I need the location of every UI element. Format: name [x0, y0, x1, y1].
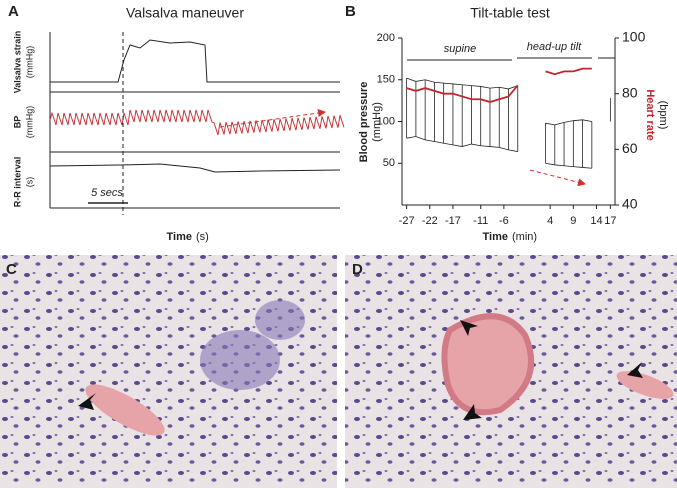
systolic-line	[545, 119, 592, 126]
x-tick-label: -11	[473, 215, 488, 227]
heart-rate-line	[545, 67, 592, 76]
phase-label: supine	[444, 43, 476, 55]
y2-tick-label: 100	[622, 29, 646, 45]
axis-label: BP	[12, 116, 22, 129]
x-tick-label: -27	[399, 215, 415, 227]
y-axis-unit: (mmHg)	[371, 102, 383, 142]
x-tick-label: -22	[422, 215, 438, 227]
panel-letter: B	[345, 3, 356, 20]
scale-label: 5 secs	[91, 187, 123, 199]
tissue	[85, 384, 165, 436]
y2-tick-label: 80	[622, 84, 638, 100]
tissue	[441, 313, 535, 416]
arrowhead	[78, 393, 96, 410]
x-axis-unit: (s)	[196, 231, 209, 243]
panel-letter: D	[352, 261, 363, 278]
axis-unit: (s)	[24, 177, 34, 188]
chart: B Tilt-table test Blood pressure (mmHg) …	[345, 3, 669, 243]
arrowhead	[627, 362, 643, 378]
x-axis-label: Time	[483, 231, 508, 243]
histology-image	[0, 255, 337, 488]
y-tick-label: 150	[377, 74, 395, 86]
bp-trace	[49, 109, 345, 136]
panel-letter: C	[6, 261, 17, 278]
x-axis-label: Time	[167, 231, 192, 243]
y2-tick-label: 40	[622, 196, 638, 212]
x-tick-label: 17	[604, 215, 616, 227]
x-tick-label: 14	[590, 215, 602, 227]
tissue	[616, 371, 674, 399]
axis-label: R-R interval	[12, 157, 22, 208]
y2-axis-label: Heart rate	[644, 89, 656, 140]
y2-axis-unit: (bpm)	[657, 101, 669, 130]
y-tick-label: 100	[377, 115, 395, 127]
panel-title: Valsalva maneuver	[126, 5, 244, 21]
trend-arrow	[529, 169, 586, 187]
rr-trace	[49, 163, 341, 173]
phase-label: head-up tilt	[527, 41, 582, 53]
axis-unit: (mmHg)	[24, 106, 34, 139]
y-axis-label: Blood pressure	[358, 82, 370, 163]
y-tick-label: 50	[383, 157, 395, 169]
y-tick-label: 200	[377, 32, 395, 44]
diastolic-line	[406, 136, 518, 152]
strain-trace	[50, 39, 340, 83]
diastolic-line	[545, 162, 592, 169]
tissue	[200, 330, 280, 390]
x-axis-unit: (min)	[512, 231, 537, 243]
heart-rate-line	[406, 84, 519, 103]
axis-label: Valsalva strain	[12, 31, 22, 94]
x-tick-label: 9	[570, 215, 576, 227]
trend-arrow	[219, 109, 326, 128]
tissue	[255, 300, 305, 340]
x-tick-label: 4	[547, 215, 553, 227]
systolic-line	[406, 77, 518, 90]
x-tick-label: -17	[445, 215, 461, 227]
y2-tick-label: 60	[622, 140, 638, 156]
arrowhead	[463, 404, 482, 420]
x-tick-label: -6	[499, 215, 509, 227]
axis-unit: (mmHg)	[24, 46, 34, 79]
chart-title: Tilt-table test	[470, 5, 550, 21]
arrowhead	[460, 320, 478, 336]
panel-letter: A	[8, 3, 19, 20]
